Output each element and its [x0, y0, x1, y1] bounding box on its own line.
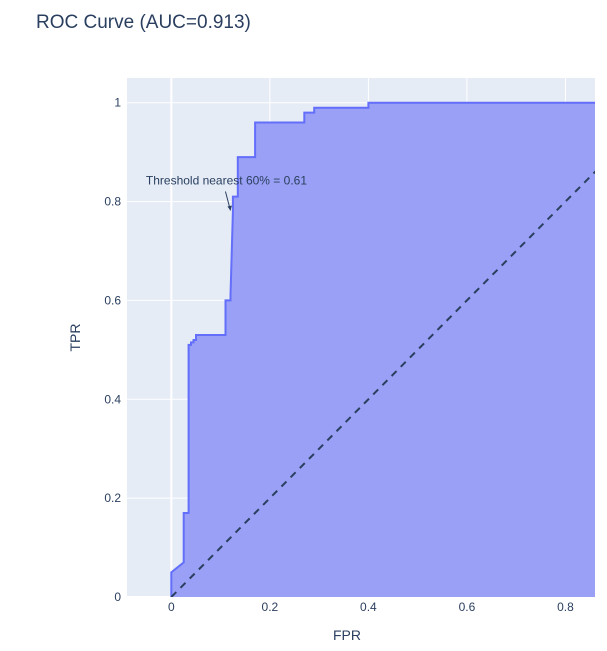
x-tick-label: 0: [168, 600, 175, 614]
data-layer: [170, 101, 595, 597]
annotation-layer: Threshold nearest 60% = 0.61: [146, 173, 307, 211]
annotation-arrowhead: [227, 205, 232, 211]
y-tick-label: 0: [114, 590, 121, 604]
y-tick-label: 0.6: [104, 293, 121, 307]
y-tick-label: 0.8: [104, 195, 121, 209]
chart-title: ROC Curve (AUC=0.913): [36, 12, 251, 33]
y-tick-label: 1: [114, 96, 121, 110]
y-tick-label: 0.2: [104, 491, 121, 505]
y-tick-label: 0.4: [104, 392, 121, 406]
x-tick-label: 0.2: [262, 600, 279, 614]
x-tick-label: 0.6: [459, 600, 476, 614]
roc-area-fill: [171, 102, 595, 597]
x-tick-label: 0.8: [557, 600, 574, 614]
annotation-text: Threshold nearest 60% = 0.61: [146, 173, 307, 187]
x-tick-label: 0.4: [360, 600, 377, 614]
tick-layer: 0 0.2 0.4 0.6 0.8 0 0.2 0.4 0.6 0.8 1: [104, 96, 574, 614]
y-axis-label: TPR: [67, 324, 83, 352]
roc-curve-line: [170, 101, 595, 597]
x-axis-label: FPR: [333, 627, 361, 643]
